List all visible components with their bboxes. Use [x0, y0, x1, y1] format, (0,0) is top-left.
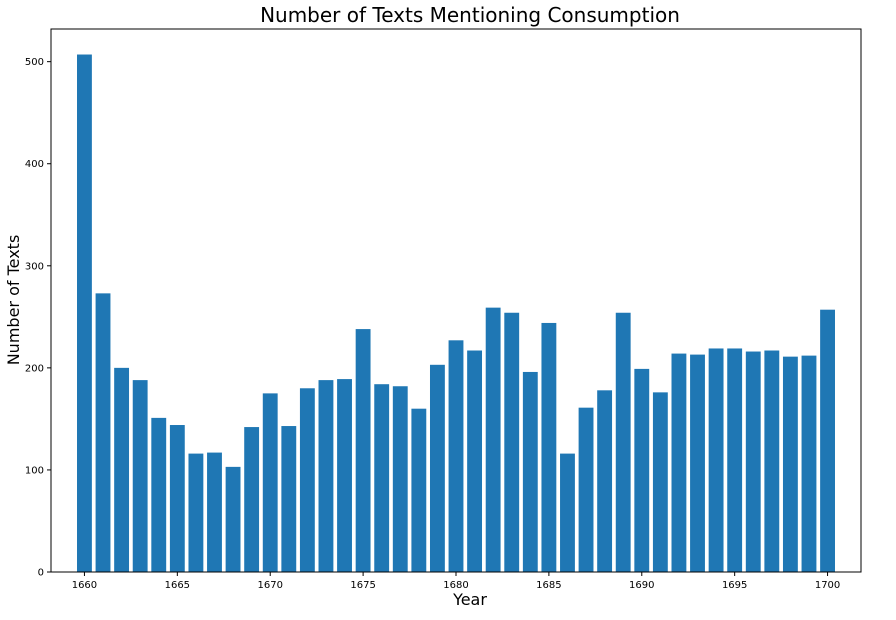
- bar-1667: [207, 452, 222, 572]
- y-tick-label: 300: [25, 261, 44, 272]
- bar-1666: [188, 453, 204, 572]
- bar-1665: [169, 425, 185, 572]
- bar-1662: [114, 367, 130, 572]
- x-axis-label: Year: [452, 590, 487, 609]
- x-tick-label: 1695: [722, 580, 747, 591]
- bar-1696: [745, 351, 761, 572]
- bar-1685: [541, 322, 557, 572]
- bar-1689: [615, 312, 631, 572]
- bar-1688: [597, 390, 613, 572]
- y-axis: 0 100 200 300 400 500: [25, 57, 51, 579]
- bar-1700: [820, 309, 835, 572]
- bar-1692: [671, 353, 687, 572]
- plot-frame: [50, 28, 862, 573]
- y-tick-label: 0: [38, 568, 44, 579]
- bar-1699: [801, 355, 817, 572]
- bar-1675: [355, 329, 371, 572]
- bar-1683: [504, 312, 520, 572]
- bar-1660: [77, 54, 92, 572]
- chart-title: Number of Texts Mentioning Consumption: [260, 3, 680, 27]
- bar-1681: [467, 350, 483, 572]
- bar-1673: [318, 380, 334, 572]
- bar-1670: [262, 393, 278, 572]
- bar-1697: [764, 350, 780, 572]
- x-tick-label: 1675: [350, 580, 375, 591]
- bar-1674: [337, 379, 352, 572]
- x-tick-label: 1660: [72, 580, 97, 591]
- bar-1693: [690, 354, 705, 572]
- x-tick-label: 1665: [165, 580, 190, 591]
- x-axis: 1660 1665 1670 1675 1680 1685 1690 1695 1700: [72, 572, 840, 591]
- y-tick-label: 400: [25, 159, 44, 170]
- x-tick-label: 1680: [443, 580, 468, 591]
- y-tick-label: 200: [25, 363, 44, 374]
- bar-1668: [225, 466, 241, 572]
- bar-1694: [708, 348, 724, 572]
- bar-1682: [485, 307, 501, 572]
- bar-1684: [522, 371, 538, 572]
- x-tick-label: 1670: [257, 580, 282, 591]
- y-axis-label: Number of Texts: [4, 235, 23, 366]
- x-tick-label: 1700: [815, 580, 840, 591]
- bar-1695: [727, 348, 743, 572]
- bar-1672: [299, 388, 315, 572]
- bar-1677: [392, 386, 408, 572]
- bar-1676: [374, 384, 390, 572]
- bar-1679: [429, 364, 445, 572]
- bar-1680: [448, 340, 464, 572]
- plot-area: [77, 54, 835, 572]
- bar-1690: [634, 368, 650, 572]
- bar-1664: [151, 417, 167, 572]
- bar-1669: [244, 427, 260, 572]
- x-tick-label: 1690: [629, 580, 654, 591]
- bar-1671: [281, 426, 297, 572]
- bar-1663: [132, 380, 148, 572]
- bar-1698: [782, 356, 798, 572]
- y-tick-label: 500: [25, 57, 44, 68]
- bar-1678: [411, 408, 427, 572]
- y-tick-label: 100: [25, 465, 44, 476]
- x-tick-label: 1685: [536, 580, 561, 591]
- bar-1691: [652, 392, 668, 572]
- bar-1686: [560, 453, 575, 572]
- bar-1687: [578, 407, 594, 572]
- bar-1661: [95, 293, 111, 572]
